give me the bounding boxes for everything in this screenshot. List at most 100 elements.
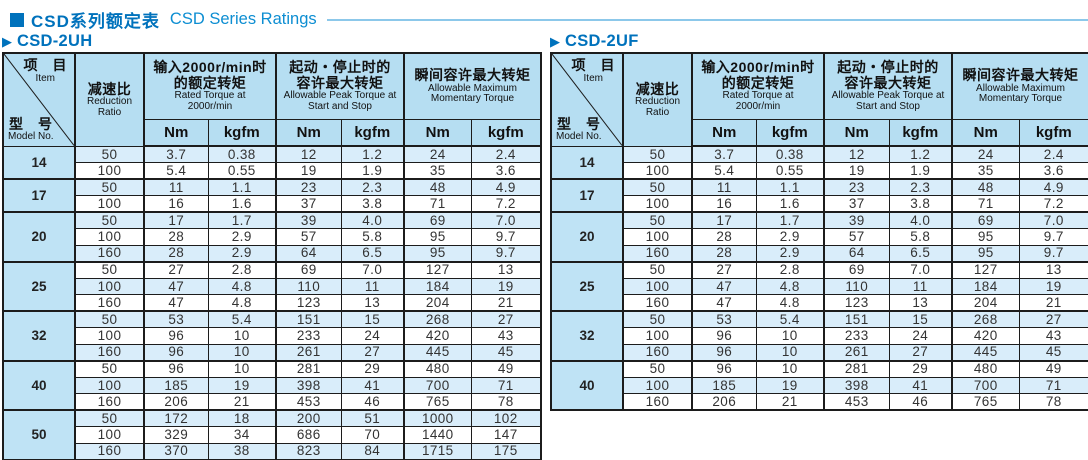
torque-value-cell: 29: [340, 360, 406, 378]
torque-value-cell: 19: [823, 162, 890, 180]
csd-2uh-section: ▶ CSD-2UH 项 目 Item: [2, 31, 543, 460]
torque-value-cell: 49: [470, 360, 542, 378]
torque-value-cell: 1.1: [207, 178, 277, 196]
torque-value-cell: 17: [143, 211, 209, 229]
torque-value-cell: 69: [823, 261, 890, 279]
table-row: 100 16 1.6 37 3.8 71 7.2: [3, 195, 542, 213]
torque-value-cell: 268: [951, 310, 1020, 328]
torque-value-cell: 19: [207, 376, 277, 394]
torque-value-cell: 96: [143, 360, 209, 378]
torque-value-cell: 13: [888, 294, 954, 312]
diagonal-line: [4, 54, 74, 146]
torque-value-cell: 19: [1018, 277, 1088, 295]
torque-value-cell: 185: [691, 376, 757, 394]
torque-value-cell: 18: [207, 409, 277, 427]
torque-value-cell: 453: [275, 393, 342, 411]
torque-value-cell: 110: [275, 277, 342, 295]
torque-value-cell: 71: [470, 376, 542, 394]
torque-value-cell: 147: [470, 426, 542, 444]
table-row: 160 206 21 453 46 765 78: [551, 393, 1088, 411]
table-row: 100 185 19 398 41 700 71: [551, 376, 1088, 394]
csd-2uf-section: ▶ CSD-2UF 项 目 Item: [550, 31, 1088, 411]
rated-torque-header: 输入2000r/min时 的额定转矩 Rated Torque at 2000r…: [691, 52, 825, 120]
torque-value-cell: 1.1: [755, 178, 825, 196]
torque-value-cell: 2.4: [1018, 145, 1088, 163]
torque-value-cell: 28: [691, 244, 757, 263]
torque-value-cell: 1.7: [755, 211, 825, 229]
title-rule-line: [326, 18, 1088, 21]
torque-value-cell: 2.4: [470, 145, 542, 163]
torque-value-cell: 41: [340, 376, 406, 394]
torque-value-cell: 57: [275, 228, 342, 246]
torque-value-cell: 21: [470, 294, 542, 312]
reduction-ratio-cell: 100: [74, 327, 145, 345]
reduction-en1: Reduction: [86, 96, 133, 107]
table-row: 40 50 96 10 281 29 480 49: [2, 360, 542, 411]
torque-value-cell: 24: [951, 145, 1020, 163]
rated-torque-header: 输入2000r/min时 的额定转矩 Rated Torque at 2000r…: [143, 52, 277, 120]
torque-value-cell: 21: [1018, 294, 1088, 312]
torque-value-cell: 27: [888, 343, 954, 362]
torque-value-cell: 1.6: [755, 195, 825, 213]
torque-value-cell: 261: [275, 343, 342, 362]
table-row: 100 185 19 398 41 700 71: [3, 376, 542, 394]
torque-value-cell: 398: [275, 376, 342, 394]
torque-value-cell: 700: [403, 376, 472, 394]
torque-value-cell: 9.7: [1018, 228, 1088, 246]
model-number-cell: 17: [550, 178, 624, 213]
torque-value-cell: 19: [755, 376, 825, 394]
table-row: 20 50 17 1.7 39 4.0 69 7.0: [550, 211, 1088, 263]
torque-value-cell: 2.8: [207, 261, 277, 279]
torque-value-cell: 4.9: [1018, 178, 1088, 196]
reduction-ratio-cell: 100: [622, 277, 693, 295]
peak-torque-header: 起动・停止时的 容许最大转矩 Allowable Peak Torque at …: [275, 52, 406, 120]
corner-model-zh: 型 号: [557, 115, 601, 132]
torque-value-cell: 95: [403, 228, 472, 246]
torque-value-cell: 16: [691, 195, 757, 213]
reduction-ratio-cell: 100: [74, 376, 145, 394]
torque-value-cell: 27: [1018, 310, 1088, 328]
torque-value-cell: 39: [823, 211, 890, 229]
torque-value-cell: 21: [755, 393, 825, 411]
unit-kgfm-header: kgfm: [470, 118, 542, 147]
model-number-cell: 17: [2, 178, 76, 213]
torque-value-cell: 700: [951, 376, 1020, 394]
torque-value-cell: 7.0: [470, 211, 542, 229]
torque-value-cell: 268: [403, 310, 472, 328]
torque-value-cell: 96: [691, 343, 757, 362]
momentary-torque-header: 瞬间容许最大转矩 Allowable Maximum Momentary Tor…: [951, 52, 1088, 120]
torque-value-cell: 127: [403, 261, 472, 279]
torque-value-cell: 69: [951, 211, 1020, 229]
torque-value-cell: 4.0: [888, 211, 954, 229]
torque-value-cell: 37: [823, 195, 890, 213]
torque-value-cell: 5.4: [755, 310, 825, 328]
torque-value-cell: 28: [691, 228, 757, 246]
table-row: 50 50 172 18 200 51 1000 102: [2, 409, 542, 460]
torque-value-cell: 453: [823, 393, 890, 411]
table-row: 32 50 53 5.4 151 15 268 27: [2, 310, 542, 362]
torque-value-cell: 37: [275, 195, 342, 213]
square-bullet-icon: [10, 12, 24, 27]
torque-value-cell: 78: [1018, 393, 1088, 411]
torque-value-cell: 46: [888, 393, 954, 411]
torque-value-cell: 95: [403, 244, 472, 263]
corner-model-en: Model No.: [8, 131, 54, 142]
reduction-ratio-cell: 100: [622, 376, 693, 394]
torque-value-cell: 420: [951, 327, 1020, 345]
torque-value-cell: 2.3: [888, 178, 954, 196]
torque-value-cell: 38: [207, 442, 277, 460]
torque-value-cell: 7.2: [1018, 195, 1088, 213]
torque-value-cell: 2.8: [755, 261, 825, 279]
model-number-cell: 32: [550, 310, 624, 362]
page-title-en: CSD Series Ratings: [169, 10, 317, 28]
model-number-cell: 40: [2, 360, 76, 411]
reduction-ratio-cell: 100: [622, 327, 693, 345]
table-row: 160 96 10 261 27 445 45: [3, 343, 542, 362]
torque-value-cell: 70: [340, 426, 406, 444]
torque-value-cell: 420: [403, 327, 472, 345]
torque-value-cell: 27: [340, 343, 406, 362]
torque-value-cell: 200: [275, 409, 342, 427]
torque-value-cell: 41: [888, 376, 954, 394]
torque-value-cell: 823: [275, 442, 342, 460]
torque-value-cell: 151: [823, 310, 890, 328]
